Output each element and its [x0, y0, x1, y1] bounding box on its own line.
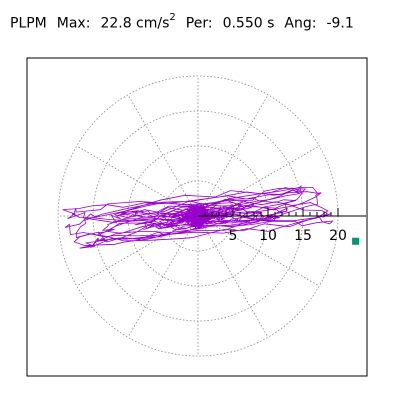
plot-frame [26, 57, 368, 377]
angle-label: Ang: [284, 15, 317, 32]
radial-tick-label: 15 [294, 228, 312, 244]
station-code: PLPM [10, 15, 47, 32]
max-value: 22.8 cm/s [100, 15, 170, 32]
radial-tick-label: 20 [329, 228, 347, 244]
period-label: Per: [185, 15, 213, 32]
grid-spoke [76, 215, 199, 287]
max-label: Max: [56, 15, 91, 32]
grid-spoke [197, 145, 320, 217]
max-marker-layer [352, 237, 360, 245]
grid-spoke [127, 94, 199, 217]
period-value: 0.550 s [222, 15, 275, 32]
grid-spoke [127, 215, 199, 338]
grid-spoke [197, 215, 269, 338]
trace-path [62, 185, 334, 249]
grid-spoke [197, 215, 320, 287]
max-point-marker [352, 237, 360, 245]
grid-spoke [76, 145, 199, 217]
radial-tick-label: 5 [229, 228, 238, 244]
chart-title: PLPM Max: 22.8 cm/s2 Per: 0.550 s Ang: -9.1 [10, 12, 354, 32]
grid-spoke [197, 94, 269, 217]
motion-trace [62, 185, 334, 249]
radial-tick-label: 10 [259, 228, 277, 244]
radial-axis: 5 10 15 20 [198, 208, 366, 244]
max-unit-exponent: 2 [169, 12, 176, 23]
angle-value: -9.1 [326, 15, 354, 32]
